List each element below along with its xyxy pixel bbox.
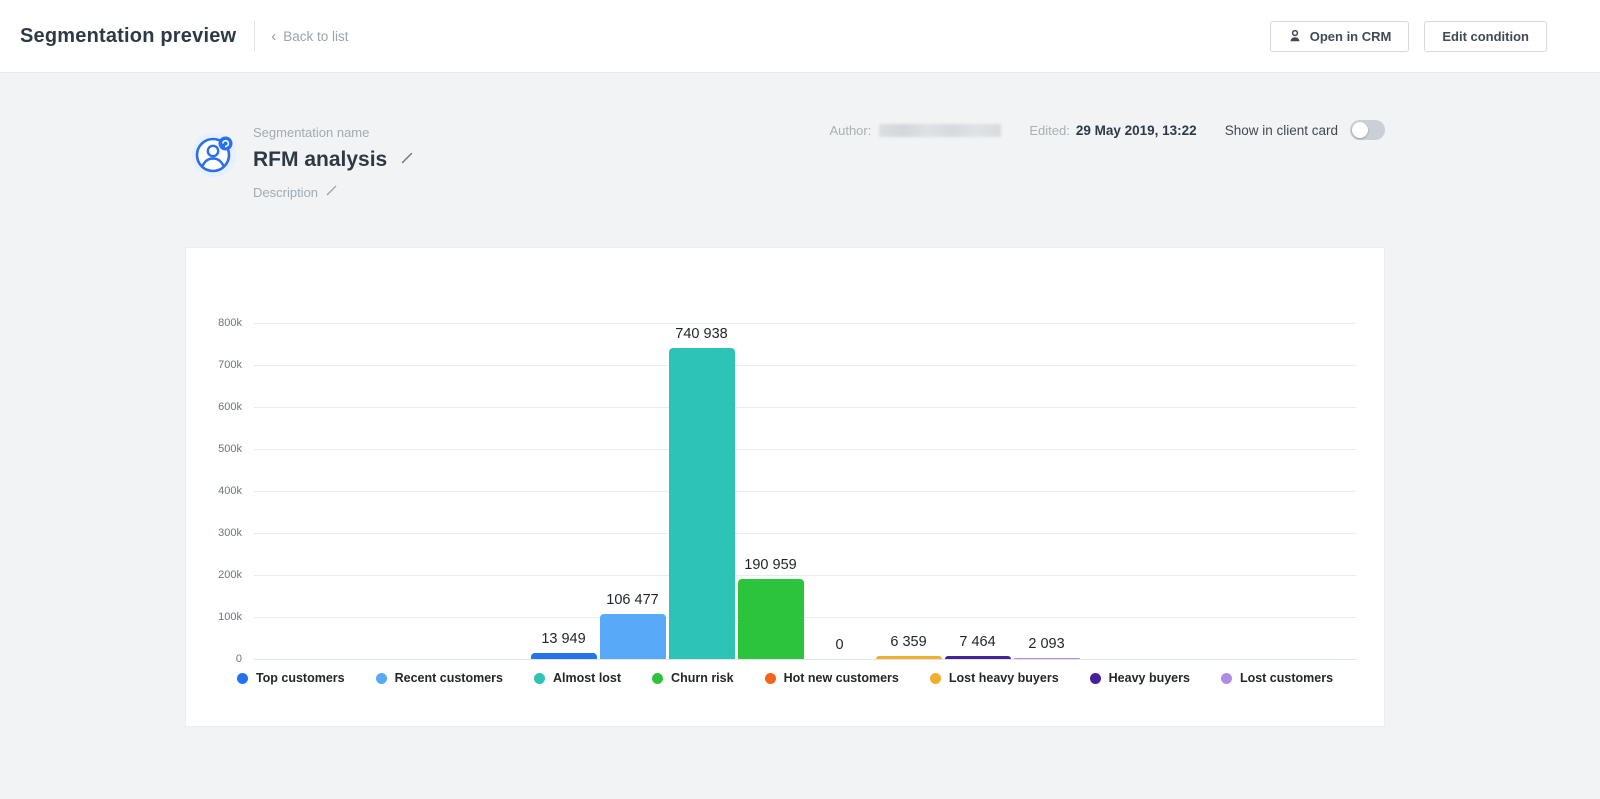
segmentation-name-label: Segmentation name — [253, 125, 414, 140]
open-in-crm-button[interactable]: Open in CRM — [1270, 21, 1410, 52]
title-divider — [254, 21, 255, 51]
bar-value-label: 190 959 — [744, 557, 796, 573]
chart-legend: Top customers Recent customers Almost lost… — [186, 671, 1384, 685]
legend-item-hot-new-customers[interactable]: Hot new customers — [765, 671, 899, 685]
back-to-list-label: Back to list — [283, 29, 348, 44]
author-redacted-value — [879, 124, 1001, 137]
legend-dot — [534, 673, 545, 684]
segment-info: Segmentation name RFM analysis Descripti… — [253, 125, 414, 201]
bars-group: 13 949106 477740 938190 95906 3597 4642 … — [254, 348, 1356, 659]
bar-heavy-buyers[interactable]: 7 464 — [945, 656, 1011, 659]
legend-label: Almost lost — [553, 671, 621, 685]
bar-value-label: 13 949 — [541, 631, 585, 647]
legend-dot — [652, 673, 663, 684]
person-icon — [1288, 29, 1302, 43]
toggle-knob — [1352, 122, 1368, 138]
legend-dot — [376, 673, 387, 684]
legend-item-churn-risk[interactable]: Churn risk — [652, 671, 734, 685]
segmentation-preview-page: Segmentation preview ‹ Back to list Open… — [0, 0, 1600, 799]
segment-avatar-icon — [188, 128, 240, 180]
bar-rect — [945, 656, 1011, 659]
bar-value-label: 7 464 — [959, 634, 995, 650]
y-tick-label: 700k — [218, 359, 242, 371]
bar-almost-lost[interactable]: 740 938 — [669, 348, 735, 659]
bar-lost-heavy-buyers[interactable]: 6 359 — [876, 656, 942, 659]
bar-churn-risk[interactable]: 190 959 — [738, 579, 804, 659]
meta-row: Author: Edited: 29 May 2019, 13:22 Show … — [829, 121, 1385, 139]
legend-item-almost-lost[interactable]: Almost lost — [534, 671, 621, 685]
bar-top-customers[interactable]: 13 949 — [531, 653, 597, 659]
gridline — [254, 323, 1356, 324]
legend-item-lost-customers[interactable]: Lost customers — [1221, 671, 1333, 685]
legend-dot — [237, 673, 248, 684]
y-tick-label: 600k — [218, 401, 242, 413]
y-axis: 800k700k600k500k400k300k200k100k0 — [186, 323, 248, 659]
legend-label: Hot new customers — [784, 671, 899, 685]
legend-label: Top customers — [256, 671, 345, 685]
bar-lost-customers[interactable]: 2 093 — [1014, 658, 1080, 659]
y-tick-label: 800k — [218, 317, 242, 329]
page-title: Segmentation preview — [20, 25, 236, 48]
y-tick-label: 0 — [236, 653, 242, 665]
legend-dot — [1090, 673, 1101, 684]
edit-name-pencil-icon[interactable] — [401, 151, 414, 169]
y-tick-label: 200k — [218, 569, 242, 581]
bar-value-label: 740 938 — [675, 326, 727, 342]
top-bar: Segmentation preview ‹ Back to list Open… — [0, 0, 1600, 73]
bar-rect — [738, 579, 804, 659]
bar-value-label: 0 — [835, 637, 843, 653]
bar-rect — [669, 348, 735, 659]
description-label: Description — [253, 185, 318, 200]
show-in-client-card-toggle[interactable] — [1350, 120, 1385, 140]
legend-label: Lost heavy buyers — [949, 671, 1059, 685]
legend-dot — [930, 673, 941, 684]
bar-rect — [600, 614, 666, 659]
legend-item-lost-heavy-buyers[interactable]: Lost heavy buyers — [930, 671, 1059, 685]
edit-condition-label: Edit condition — [1442, 29, 1529, 44]
bar-rect — [1014, 658, 1080, 659]
segmentation-name-value: RFM analysis — [253, 148, 387, 172]
bar-value-label: 6 359 — [890, 634, 926, 650]
legend-label: Heavy buyers — [1109, 671, 1190, 685]
topbar-actions: Open in CRM Edit condition — [1270, 21, 1547, 52]
legend-label: Lost customers — [1240, 671, 1333, 685]
edit-condition-button[interactable]: Edit condition — [1424, 21, 1547, 52]
x-axis-line — [254, 659, 1356, 660]
bar-value-label: 106 477 — [606, 592, 658, 608]
show-in-client-card-label: Show in client card — [1225, 123, 1338, 138]
edited-label: Edited: — [1029, 123, 1069, 138]
bar-rect — [531, 653, 597, 659]
chevron-left-icon: ‹ — [271, 29, 276, 44]
y-tick-label: 500k — [218, 443, 242, 455]
legend-item-top-customers[interactable]: Top customers — [237, 671, 345, 685]
back-to-list-link[interactable]: ‹ Back to list — [271, 29, 348, 44]
chart-card: 800k 700k 600k 500k 400k 300k 200k 100k 0 13 949… — [185, 247, 1385, 727]
legend-item-heavy-buyers[interactable]: Heavy buyers — [1090, 671, 1190, 685]
legend-label: Churn risk — [671, 671, 734, 685]
bar-value-label: 2 093 — [1028, 636, 1064, 652]
legend-item-recent-customers[interactable]: Recent customers — [376, 671, 503, 685]
edit-description-pencil-icon[interactable] — [326, 183, 338, 201]
y-tick-label: 300k — [218, 527, 242, 539]
bar-rect — [876, 656, 942, 659]
legend-dot — [765, 673, 776, 684]
legend-dot — [1221, 673, 1232, 684]
y-tick-label: 400k — [218, 485, 242, 497]
open-in-crm-label: Open in CRM — [1310, 29, 1392, 44]
edited-value: 29 May 2019, 13:22 — [1076, 123, 1197, 138]
y-tick-label: 100k — [218, 611, 242, 623]
author-label: Author: — [829, 123, 871, 138]
segments-bar-chart: 800k 700k 600k 500k 400k 300k 200k 100k 0 13 949… — [186, 248, 1384, 726]
legend-label: Recent customers — [395, 671, 503, 685]
plot-area: 13 949106 477740 938190 95906 3597 4642 … — [254, 323, 1356, 659]
bar-recent-customers[interactable]: 106 477 — [600, 614, 666, 659]
